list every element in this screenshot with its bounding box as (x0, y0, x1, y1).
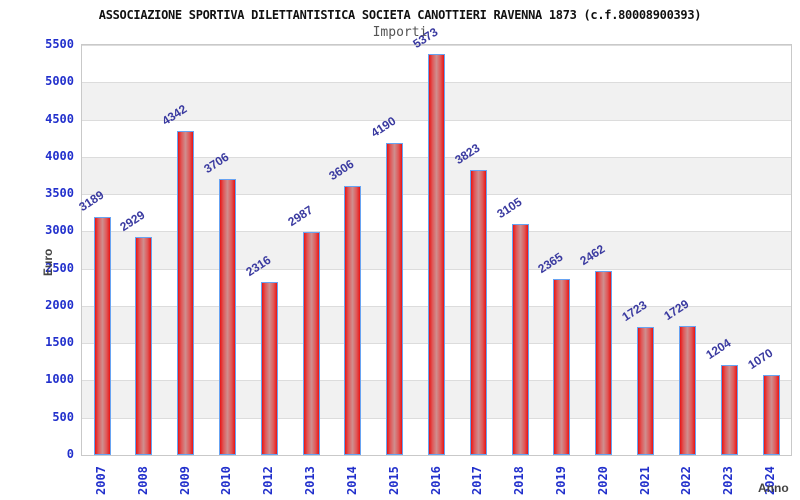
bar-2017 (469, 170, 487, 455)
bar-2020 (595, 271, 613, 455)
y-tick-label: 1500 (45, 335, 74, 350)
y-tick-label: 500 (52, 409, 74, 424)
x-tick-label: 2007 (94, 466, 108, 495)
x-tick-label: 2014 (344, 466, 359, 495)
bar-2018 (511, 223, 529, 455)
x-tick-label: 2016 (428, 466, 443, 495)
x-tick-label: 2009 (177, 466, 192, 495)
y-tick-label: 5000 (45, 74, 74, 89)
gridline (82, 45, 791, 46)
bar-2021 (637, 326, 655, 455)
bar-2023 (720, 365, 738, 455)
bar-2010 (218, 178, 236, 455)
y-tick-label: 5500 (45, 37, 74, 51)
y-tick-label: 2500 (45, 260, 74, 275)
y-tick-label: 3500 (45, 186, 74, 201)
bar-2014 (344, 186, 362, 455)
y-tick-label: 0 (66, 447, 74, 461)
x-axis-label: Anno (758, 481, 789, 495)
chart-subtitle: Importi (372, 25, 428, 40)
x-tick-label: 2015 (386, 466, 401, 495)
x-tick-label: 2008 (135, 466, 150, 495)
x-tick-label: 2021 (637, 466, 652, 495)
plot-area: 3189 2929 4342 3706 2316 2987 3606 4190 5373 3823… (76, 25, 792, 456)
bar-2007 (93, 217, 111, 455)
x-tick-label: 2012 (261, 466, 276, 495)
bar-2024 (762, 375, 780, 455)
x-tick-label: 2023 (721, 466, 736, 495)
x-tick-label: 2013 (303, 466, 318, 495)
bar-2019 (553, 278, 571, 455)
y-tick-label: 3000 (45, 223, 74, 238)
y-tick-label: 1000 (45, 372, 74, 387)
y-axis-label: Euro (41, 248, 55, 276)
x-tick-label: 2020 (595, 466, 610, 495)
x-tick-label: 2019 (553, 466, 568, 495)
bar-2008 (135, 236, 153, 455)
x-tick-label: 2010 (219, 466, 234, 495)
bar-2015 (386, 142, 404, 455)
bar-2012 (260, 282, 278, 455)
y-tick-label: 4000 (45, 148, 74, 163)
bar-2009 (177, 131, 195, 455)
x-tick-label: 2018 (512, 466, 527, 495)
y-tick-label: 2000 (45, 297, 74, 312)
x-tick-label: 2017 (470, 466, 485, 495)
bar-2016 (428, 54, 445, 455)
y-tick-label: 4500 (45, 111, 74, 126)
bar-2013 (302, 232, 320, 455)
bar-2022 (678, 326, 696, 455)
x-tick-label: 2022 (679, 466, 694, 495)
chart-title: ASSOCIAZIONE SPORTIVA DILETTANTISTICA SO… (98, 8, 702, 22)
